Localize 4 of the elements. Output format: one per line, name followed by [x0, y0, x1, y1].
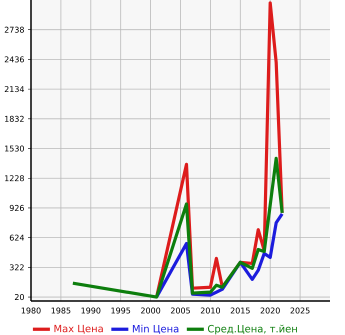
line-series [71, 156, 284, 299]
legend-label: Сред.Цена, т.йен [208, 324, 297, 334]
legend-label: Max Цена [54, 324, 103, 334]
legend-label: Min Цена [132, 324, 178, 334]
